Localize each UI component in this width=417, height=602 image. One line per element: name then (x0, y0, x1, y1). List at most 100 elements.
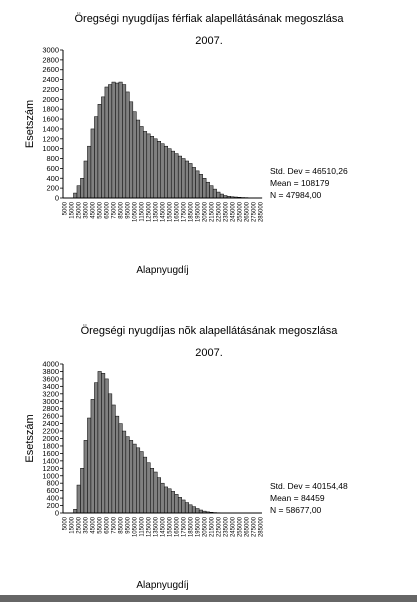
bar (174, 494, 179, 514)
stat-label: Mean = 108179 (270, 178, 330, 188)
bar (143, 131, 148, 199)
bar (104, 378, 109, 514)
x-axis-label: Alapnyugdíj (136, 265, 188, 276)
bar (195, 170, 200, 199)
y-tick-label: 1800 (42, 441, 59, 450)
x-tick-label: 195000 (195, 516, 201, 537)
y-tick-label: 0 (55, 194, 59, 203)
y-tick-label: 0 (55, 509, 59, 518)
bar (181, 499, 186, 514)
bar (136, 119, 141, 199)
bar (129, 440, 134, 514)
y-tick-label: 1600 (42, 449, 59, 458)
x-tick-label: 195000 (195, 201, 201, 222)
bar (122, 430, 127, 514)
x-tick-label: 135000 (154, 516, 160, 537)
x-tick-label: 255000 (237, 201, 243, 222)
bar (216, 191, 221, 199)
bar (160, 482, 165, 514)
x-tick-label: 145000 (161, 201, 167, 222)
bar (160, 143, 165, 199)
bar (139, 126, 144, 199)
x-tick-label: 285000 (258, 516, 264, 537)
x-tick-label: 215000 (209, 201, 215, 222)
y-tick-label: 2800 (42, 404, 59, 413)
x-tick-label: 145000 (161, 516, 167, 537)
y-tick-label: 800 (46, 479, 59, 488)
bar (104, 86, 109, 199)
x-tick-label: 85000 (119, 516, 125, 533)
y-tick-label: 3400 (42, 382, 59, 391)
y-tick-label: 3000 (42, 46, 59, 55)
x-tick-label: 185000 (188, 201, 194, 222)
y-tick-label: 200 (46, 501, 59, 510)
x-tick-label: 75000 (112, 516, 118, 533)
bar (101, 96, 106, 199)
x-tick-label: 155000 (167, 201, 173, 222)
y-tick-label: 2400 (42, 75, 59, 84)
y-tick-label: 1800 (42, 105, 59, 114)
bar (163, 486, 168, 514)
bar (177, 155, 182, 199)
x-tick-label: 175000 (181, 516, 187, 537)
bar (129, 101, 134, 199)
y-tick-label: 1000 (42, 144, 59, 153)
bar (122, 84, 127, 199)
y-tick-label: 2200 (42, 85, 59, 94)
bar (146, 462, 151, 514)
stat-label: N = 58677,00 (270, 505, 322, 515)
bar (174, 153, 179, 199)
x-tick-label: 35000 (84, 201, 90, 218)
x-tick-label: 85000 (119, 201, 125, 218)
stat-label: Mean = 84459 (270, 493, 325, 503)
stat-label: Std. Dev = 40154,48 (270, 481, 348, 491)
chart-title: 2007. (195, 35, 223, 47)
x-tick-label: 235000 (223, 516, 229, 537)
bar (94, 116, 99, 199)
bar (188, 504, 193, 514)
x-tick-label: 45000 (91, 516, 97, 533)
bar (191, 506, 196, 514)
y-tick-label: 2200 (42, 427, 59, 436)
bar (195, 508, 200, 514)
x-tick-label: 275000 (251, 516, 257, 537)
bar (212, 188, 217, 199)
bar (167, 148, 172, 199)
chart-title: 2007. (195, 347, 223, 359)
y-tick-label: 2000 (42, 95, 59, 104)
y-tick-label: 2800 (42, 55, 59, 64)
bar (80, 468, 85, 514)
x-tick-label: 205000 (202, 516, 208, 537)
x-tick-label: 165000 (174, 516, 180, 537)
x-axis-label: Alapnyugdíj (136, 580, 188, 591)
x-tick-label: 245000 (230, 516, 236, 537)
bar (157, 477, 162, 514)
bar (177, 497, 182, 514)
bar (170, 491, 175, 514)
bar (97, 104, 102, 199)
y-tick-label: 3800 (42, 367, 59, 376)
y-tick-label: 1200 (42, 464, 59, 473)
bar (153, 138, 158, 199)
bottom-bar (0, 595, 417, 602)
bar (219, 193, 224, 199)
x-tick-label: 5000 (63, 201, 69, 215)
x-tick-label: 265000 (244, 516, 250, 537)
bar (209, 185, 214, 199)
y-tick-label: 400 (46, 494, 59, 503)
bar (80, 178, 85, 199)
bar (111, 81, 116, 199)
x-tick-label: 255000 (237, 516, 243, 537)
bar (83, 440, 88, 514)
y-tick-label: 1400 (42, 124, 59, 133)
y-tick-label: 2000 (42, 434, 59, 443)
x-tick-label: 265000 (244, 201, 250, 222)
x-tick-label: 105000 (133, 201, 139, 222)
y-tick-label: 1000 (42, 471, 59, 480)
x-tick-label: 225000 (216, 201, 222, 222)
x-tick-label: 95000 (126, 516, 132, 533)
x-tick-label: 95000 (126, 201, 132, 218)
y-tick-label: 4000 (42, 360, 59, 369)
bar (118, 81, 123, 199)
